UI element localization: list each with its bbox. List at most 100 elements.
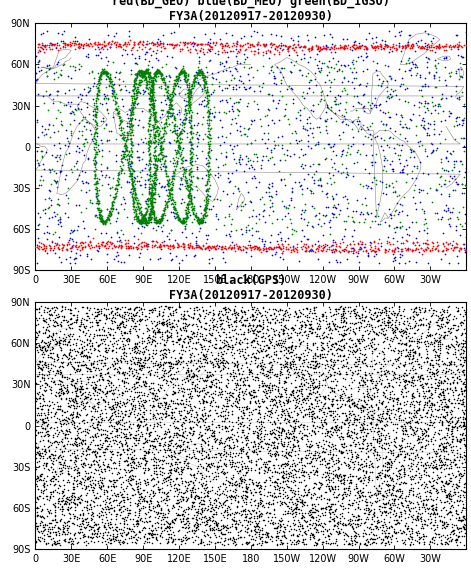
- Point: [128, 153, 135, 162]
- Point: [420, 44, 428, 53]
- Point: [185, 187, 193, 196]
- Point: [305, 428, 312, 437]
- Point: [200, 81, 208, 91]
- Point: [258, 432, 265, 442]
- Point: [292, 402, 300, 411]
- Point: [134, 421, 141, 430]
- Point: [166, 184, 174, 193]
- Point: [144, 204, 151, 213]
- Point: [96, 40, 104, 49]
- Point: [363, 247, 370, 256]
- Point: [54, 45, 62, 55]
- Point: [182, 209, 190, 218]
- Point: [135, 84, 142, 93]
- Point: [443, 437, 450, 446]
- Point: [39, 528, 46, 537]
- Point: [152, 40, 159, 49]
- Point: [41, 446, 49, 456]
- Point: [118, 408, 125, 417]
- Point: [183, 212, 190, 221]
- Point: [134, 86, 141, 95]
- Point: [293, 239, 300, 248]
- Point: [41, 519, 49, 528]
- Point: [405, 453, 412, 462]
- Point: [146, 131, 153, 141]
- Point: [448, 427, 456, 436]
- Point: [181, 171, 189, 181]
- Point: [233, 436, 240, 446]
- Point: [165, 432, 173, 442]
- Point: [439, 304, 446, 313]
- Point: [430, 346, 437, 355]
- Point: [212, 378, 219, 388]
- Point: [373, 70, 381, 79]
- Point: [129, 179, 136, 188]
- Point: [384, 317, 392, 327]
- Point: [196, 202, 203, 211]
- Point: [116, 449, 124, 458]
- Point: [359, 465, 366, 475]
- Point: [264, 349, 271, 358]
- Point: [270, 329, 278, 339]
- Point: [152, 340, 159, 350]
- Point: [303, 321, 310, 330]
- Point: [134, 498, 142, 507]
- Point: [346, 396, 353, 405]
- Point: [406, 152, 414, 162]
- Point: [77, 40, 85, 49]
- Point: [43, 461, 50, 471]
- Point: [179, 180, 186, 189]
- Point: [281, 306, 289, 315]
- Point: [378, 142, 385, 151]
- Point: [105, 208, 112, 217]
- Point: [94, 88, 101, 98]
- Point: [447, 462, 455, 471]
- Point: [456, 71, 463, 80]
- Point: [380, 535, 387, 544]
- Point: [282, 305, 290, 314]
- Point: [449, 422, 457, 432]
- Point: [436, 332, 444, 342]
- Point: [174, 74, 182, 84]
- Point: [90, 133, 98, 142]
- Point: [390, 372, 398, 381]
- Point: [309, 440, 316, 450]
- Point: [265, 457, 272, 466]
- Point: [296, 339, 304, 349]
- Point: [186, 199, 194, 208]
- Point: [397, 403, 404, 413]
- Point: [150, 153, 158, 163]
- Point: [330, 96, 338, 106]
- Point: [106, 535, 114, 544]
- Point: [451, 460, 458, 469]
- Point: [437, 535, 445, 544]
- Point: [162, 95, 169, 105]
- Point: [146, 141, 154, 150]
- Point: [385, 205, 393, 214]
- Point: [251, 307, 259, 317]
- Point: [454, 213, 461, 222]
- Point: [128, 45, 135, 54]
- Point: [89, 383, 97, 393]
- Point: [273, 340, 281, 349]
- Point: [108, 199, 116, 208]
- Point: [39, 40, 47, 49]
- Point: [361, 391, 368, 400]
- Point: [344, 503, 351, 512]
- Point: [177, 70, 184, 79]
- Point: [219, 358, 227, 368]
- Point: [79, 401, 87, 410]
- Point: [176, 258, 183, 267]
- Point: [322, 41, 329, 50]
- Point: [389, 450, 396, 460]
- Point: [262, 340, 269, 350]
- Point: [211, 107, 219, 117]
- Point: [407, 449, 415, 458]
- Point: [447, 476, 455, 486]
- Point: [170, 204, 178, 213]
- Point: [360, 106, 367, 115]
- Point: [132, 58, 140, 67]
- Point: [197, 67, 205, 76]
- Point: [282, 385, 289, 394]
- Point: [122, 143, 129, 152]
